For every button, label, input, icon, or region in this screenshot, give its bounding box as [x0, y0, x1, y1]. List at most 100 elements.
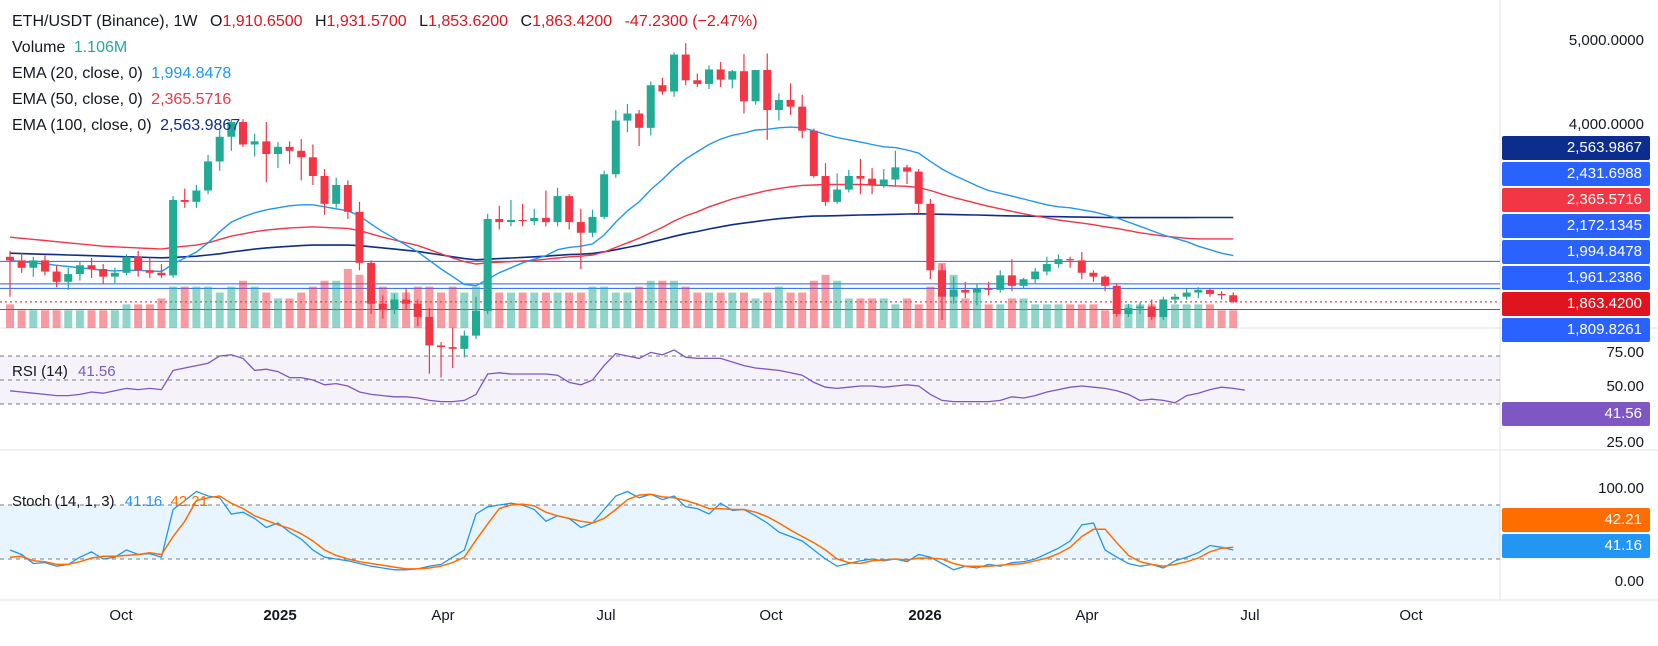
candle-body	[29, 260, 38, 268]
candle-body	[541, 217, 550, 223]
candle-body	[1205, 289, 1214, 294]
price-tag-last: 1,863.4200	[1502, 292, 1650, 316]
volume-bar	[1042, 304, 1051, 328]
volume-bar	[739, 292, 748, 328]
candle-body	[343, 184, 352, 212]
volume-bar	[169, 286, 178, 328]
rsi-tick-50: 50.00	[1606, 378, 1644, 395]
candle-body	[273, 146, 282, 155]
volume-bar	[809, 280, 818, 328]
price-tick-4000: 4,000.0000	[1568, 116, 1644, 133]
price-tag-level-4: 1,809.8261	[1502, 318, 1650, 342]
volume-bar	[1089, 304, 1098, 328]
candle-body	[1159, 299, 1168, 317]
volume-bar	[320, 280, 329, 328]
volume-bar	[1205, 304, 1214, 328]
volume-bar	[122, 304, 131, 328]
candle-body	[856, 176, 865, 179]
candle-body	[1077, 260, 1086, 273]
volume-bar	[355, 274, 364, 328]
volume-bar	[227, 286, 236, 328]
volume-bar	[914, 304, 923, 328]
volume-bar	[879, 298, 888, 328]
volume-bar	[705, 292, 713, 328]
candle-body	[530, 217, 539, 222]
volume-bar	[1077, 304, 1086, 328]
candle-body	[250, 141, 259, 145]
candle-body	[402, 299, 411, 304]
ema50-legend: EMA (50, close, 0) 2,365.5716	[12, 87, 235, 113]
candle-body	[52, 271, 61, 282]
candle-body	[192, 190, 201, 202]
volume-bar	[856, 298, 865, 328]
candle-body	[425, 316, 434, 346]
volume-bar	[553, 292, 562, 328]
candle-body	[786, 99, 795, 107]
candle-body	[949, 289, 958, 297]
x-label-2025: 2025	[263, 607, 297, 624]
candle-body	[308, 157, 317, 176]
stoch-legend: Stoch (14, 1, 3) 41.16 42.21	[12, 493, 208, 510]
candle-body	[64, 274, 73, 282]
candle-body	[1031, 271, 1040, 280]
candle-body	[262, 141, 271, 155]
candle-body	[157, 272, 166, 276]
candle-body	[1019, 279, 1028, 286]
candle-body	[448, 347, 457, 349]
volume-bar	[844, 298, 853, 328]
candle-body	[122, 256, 131, 273]
volume-bar	[1066, 304, 1075, 328]
candle-body	[879, 179, 888, 185]
candle-body	[716, 69, 725, 80]
candle-body	[996, 275, 1005, 290]
high-label: H	[314, 13, 327, 30]
price-tag-ema100: 2,563.9867	[1502, 136, 1650, 160]
candle-body	[903, 167, 912, 172]
volume-bar	[1194, 304, 1203, 328]
volume-bar	[40, 310, 49, 328]
x-label-oct-2024: Oct	[109, 607, 133, 624]
volume-bar	[180, 286, 189, 328]
stoch-d-line	[9, 493, 1234, 570]
volume-bar	[297, 292, 306, 328]
rsi-value: 41.56	[78, 363, 116, 380]
price-tag-level-2: 2,172.1345	[1502, 214, 1650, 238]
candle-body	[972, 288, 981, 293]
candle-body	[623, 113, 632, 121]
volume-bar	[518, 292, 527, 328]
candle-body	[180, 199, 189, 202]
candle-body	[110, 272, 119, 277]
candle-body	[646, 85, 655, 128]
close-label: C	[520, 13, 533, 30]
volume-bar	[600, 286, 609, 328]
high-value: 1,931.5700	[326, 13, 407, 30]
volume-bar	[425, 286, 434, 328]
volume-bar	[728, 292, 737, 328]
rsi-legend: RSI (14) 41.56	[12, 363, 116, 380]
volume-bar	[134, 304, 143, 328]
volume-bar	[588, 286, 597, 328]
candle-body	[1112, 285, 1121, 314]
candle-body	[1042, 264, 1051, 272]
x-label-oct-2025: Oct	[759, 607, 783, 624]
price-tag-ema20: 1,994.8478	[1502, 240, 1650, 264]
candle-body	[961, 289, 970, 293]
volume-bar	[460, 292, 469, 328]
price-tag-ema50: 2,365.5716	[1502, 188, 1650, 212]
volume-bar	[1217, 310, 1226, 328]
volume-bar	[763, 292, 772, 328]
price-tick-5000: 5,000.0000	[1568, 32, 1644, 49]
candle-body	[227, 122, 236, 137]
candle-body	[1147, 306, 1156, 317]
candle-body	[809, 130, 818, 176]
close-value: 1,863.4200	[532, 13, 613, 30]
x-label-2026: 2026	[908, 607, 942, 624]
candle-body	[506, 219, 515, 223]
candle-body	[1101, 276, 1110, 286]
candle-body	[705, 69, 713, 84]
candle-body	[798, 106, 807, 131]
candle-body	[635, 113, 644, 128]
volume-bar	[157, 298, 166, 328]
ema100-legend: EMA (100, close, 0) 2,563.9867	[12, 113, 244, 139]
